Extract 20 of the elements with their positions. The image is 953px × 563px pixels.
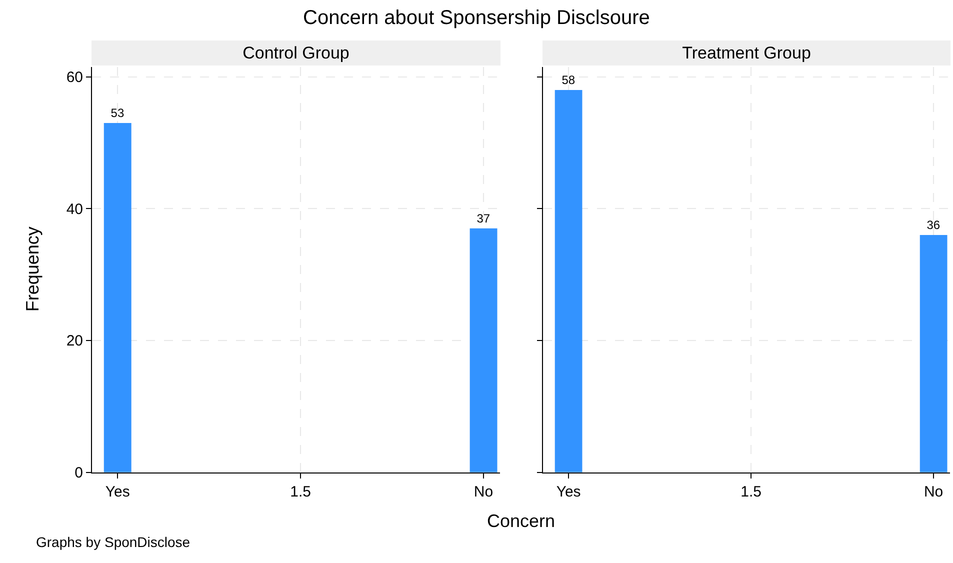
x-tick-label: 1.5 <box>290 483 311 500</box>
x-tick-label: No <box>474 483 494 500</box>
data-label: 58 <box>562 72 576 87</box>
text: Graphs by SponDisclose <box>36 534 190 550</box>
x-tick-label: Yes <box>556 483 581 500</box>
chart-title: Concern about Sponsership Disclsoure <box>303 7 650 29</box>
y-tick-label: 40 <box>66 200 83 218</box>
chart-subtitle: Control Group <box>242 44 350 62</box>
y-tick-label: 60 <box>66 69 83 86</box>
x-tick-label: No <box>924 483 944 500</box>
x-tick-label: 1.5 <box>740 483 762 500</box>
x-tick-label: Yes <box>105 483 130 500</box>
data-label: 36 <box>926 218 940 232</box>
data-label: 53 <box>110 106 124 120</box>
chart-subtitle: Treatment Group <box>682 44 811 62</box>
data-label: 37 <box>476 211 490 226</box>
y-tick-label: 20 <box>66 332 83 350</box>
x-axis-title: Concern <box>487 511 556 531</box>
y-tick-label: 0 <box>74 464 83 482</box>
y-axis-title: Frequency <box>22 226 42 312</box>
